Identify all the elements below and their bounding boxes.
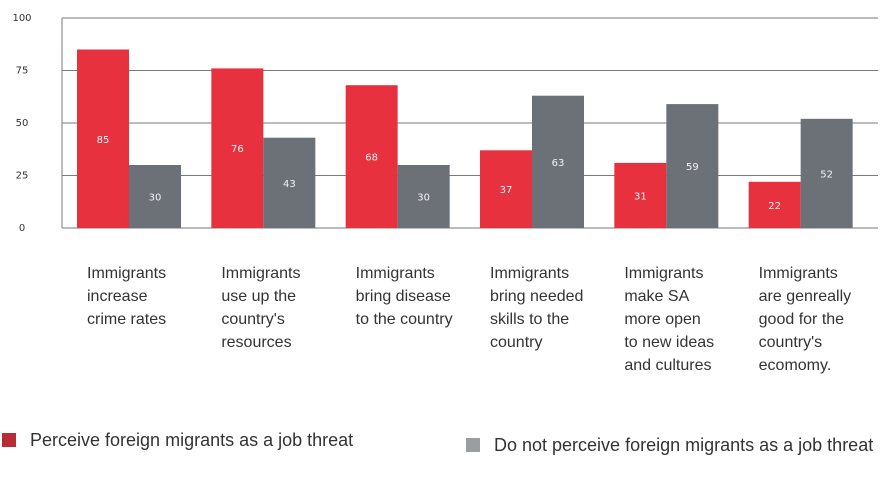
bar-no-job-threat: [397, 165, 450, 228]
bars: [77, 49, 853, 229]
data-label-no-job-threat: 43: [283, 179, 296, 190]
x-category-label: Immigrants increase crime rates: [87, 265, 167, 328]
data-label-job-threat: 37: [500, 185, 513, 196]
x-category-label: Immigrants use up the country's resource…: [221, 265, 301, 351]
x-category-label: Immigrants make SA more open to new idea…: [624, 265, 715, 374]
data-label-job-threat: 31: [634, 191, 647, 202]
bar-job-threat: [77, 49, 129, 228]
data-label-job-threat: 85: [97, 135, 110, 146]
legend-swatch-no-job-threat: [466, 438, 480, 452]
bar-no-job-threat: [532, 95, 584, 228]
bar-chart: 0 25 50 75 100 85 30 76 43 68 30 37 63 31 59 22 52: [12, 13, 878, 234]
bar-job-threat: [211, 68, 264, 229]
y-tick-label: 75: [16, 66, 29, 77]
y-tick-label: 100: [12, 13, 31, 24]
x-category-label: Immigrants bring disease to the country: [355, 265, 453, 328]
x-category-label: Immigrants are genreally good for the co…: [758, 265, 852, 374]
legend-item-job-threat: Perceive foreign migrants as a job threa…: [2, 428, 430, 452]
gridlines: [61, 17, 878, 229]
data-label-no-job-threat: 59: [686, 162, 699, 173]
y-tick-label: 0: [19, 223, 25, 234]
legend-swatch-job-threat: [2, 433, 16, 447]
legend-label-no-job-threat: Do not perceive foreign migrants as a jo…: [494, 435, 874, 455]
y-tick-label: 25: [16, 171, 29, 182]
y-tick-label: 50: [16, 118, 29, 129]
data-label-no-job-threat: 30: [149, 193, 162, 204]
data-label-job-threat: 76: [231, 144, 244, 155]
bar-no-job-threat: [800, 118, 853, 228]
data-label-job-threat: 68: [365, 153, 378, 164]
data-labels: 85 30 76 43 68 30 37 63 31 59 22 52: [97, 135, 833, 212]
data-label-no-job-threat: 63: [552, 158, 565, 169]
bar-job-threat: [614, 162, 667, 228]
bar-job-threat: [345, 85, 398, 228]
bar-job-threat: [480, 150, 532, 228]
bar-no-job-threat: [263, 137, 316, 228]
data-label-job-threat: 22: [768, 201, 781, 212]
legend-label-job-threat: Perceive foreign migrants as a job threa…: [30, 430, 354, 450]
data-label-no-job-threat: 52: [820, 169, 833, 180]
data-label-no-job-threat: 30: [417, 193, 430, 204]
y-axis-ticks: 0 25 50 75 100: [12, 13, 31, 234]
bar-job-threat: [748, 181, 801, 228]
bar-no-job-threat: [666, 104, 719, 228]
legend-item-no-job-threat: Do not perceive foreign migrants as a jo…: [466, 433, 883, 457]
bar-no-job-threat: [129, 165, 181, 228]
x-category-label: Immigrants bring needed skills to the co…: [490, 265, 584, 351]
